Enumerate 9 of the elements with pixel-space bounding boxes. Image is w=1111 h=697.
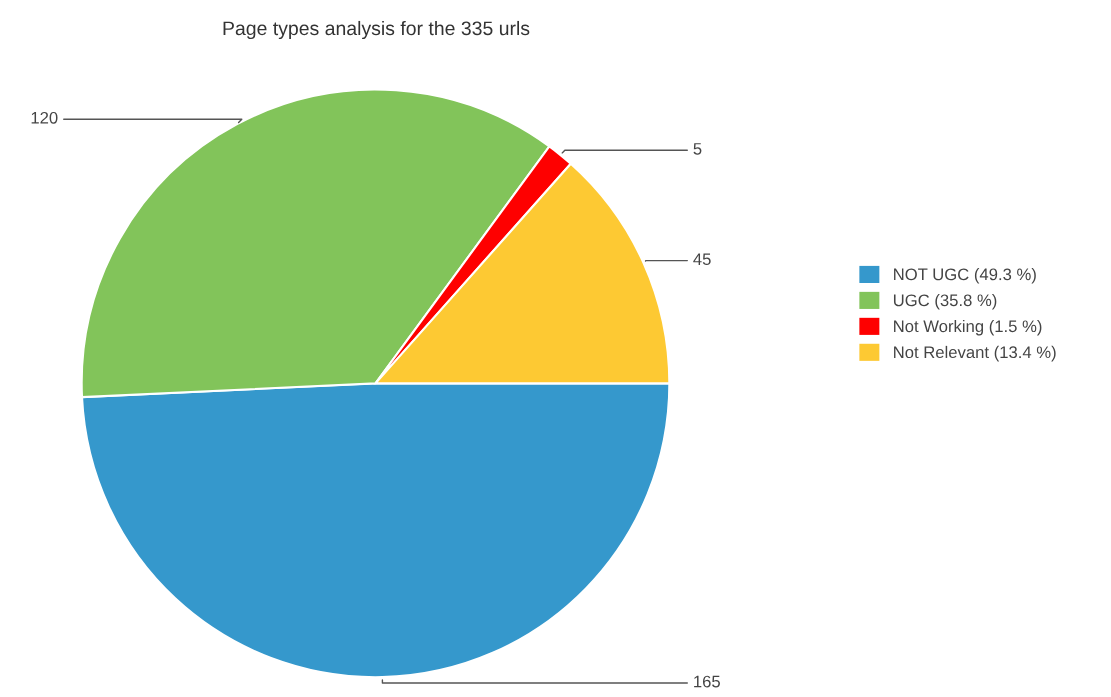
chart-title: Page types analysis for the 335 urls [223,20,530,40]
data-label: 165 [694,675,720,688]
legend-label: Not Working (1.5 %) [894,319,1042,336]
data-label: 45 [693,253,711,266]
legend-label: UGC (35.8 %) [893,293,997,310]
legend-label: Not Relevant (13.4 %) [894,345,1056,362]
legend-label: NOT UGC (49.3 %) [894,267,1036,284]
data-label: 120 [31,111,58,124]
data-label: 5 [693,143,702,155]
